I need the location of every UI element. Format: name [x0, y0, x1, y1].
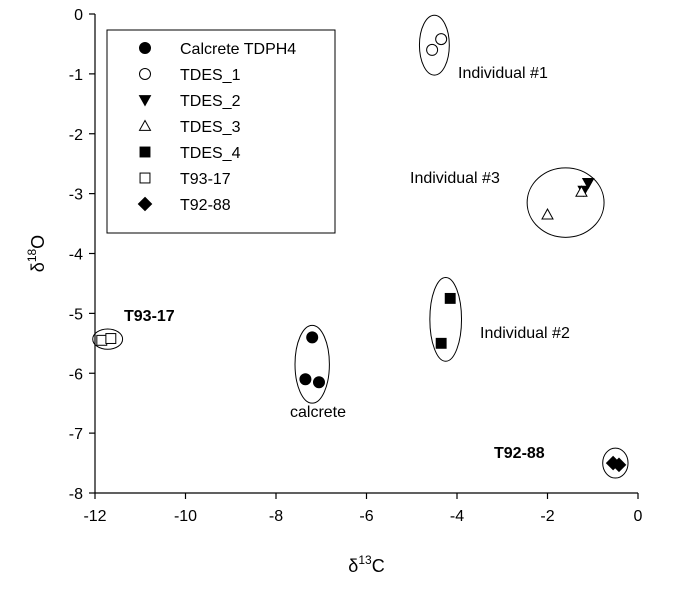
group-label: Individual #2 — [480, 325, 570, 342]
x-tick-label: -10 — [174, 508, 197, 525]
legend-marker — [139, 172, 151, 184]
legend-entry: TDES_2 — [180, 93, 241, 110]
group-ellipse — [418, 14, 450, 76]
legend-marker — [139, 68, 151, 80]
data-point — [312, 376, 325, 389]
data-point — [581, 177, 595, 190]
y-tick-label: -5 — [69, 306, 83, 323]
data-point — [444, 292, 456, 304]
data-point — [575, 185, 588, 197]
x-tick-label: -2 — [540, 508, 554, 525]
data-point — [426, 43, 439, 56]
group-label: T93-17 — [124, 308, 175, 325]
x-tick-label: 0 — [634, 508, 643, 525]
data-point — [435, 33, 448, 46]
y-tick-label: -8 — [69, 486, 83, 503]
group-label: Individual #1 — [458, 65, 548, 82]
legend-entry: Calcrete TDPH4 — [180, 41, 296, 58]
legend-marker — [138, 95, 152, 107]
y-tick-label: -7 — [69, 426, 83, 443]
x-tick-label: -12 — [83, 508, 106, 525]
legend-marker — [139, 146, 151, 158]
data-point — [105, 333, 117, 344]
legend-entry: TDES_4 — [180, 145, 241, 162]
group-label: calcrete — [290, 404, 346, 421]
data-point — [96, 334, 108, 346]
group-ellipse — [526, 167, 605, 238]
legend-marker — [137, 196, 153, 212]
data-points — [96, 33, 627, 473]
x-axis-label: δ13C — [348, 553, 384, 576]
data-point — [435, 337, 447, 349]
y-tick-label: -3 — [69, 187, 83, 204]
legend-entry: T92-88 — [180, 197, 231, 214]
legend-entry: TDES_1 — [180, 67, 241, 84]
y-axis-label: δ18O — [25, 235, 48, 272]
y-tick-label: 0 — [74, 7, 83, 24]
x-tick-label: -6 — [359, 508, 373, 525]
group-label: T92-88 — [494, 445, 545, 462]
data-point — [299, 373, 312, 386]
x-tick-label: -4 — [450, 508, 464, 525]
legend-marker — [138, 119, 152, 131]
group-label: Individual #3 — [410, 170, 500, 187]
group-ellipse — [92, 328, 124, 350]
x-tick-label: -8 — [269, 508, 283, 525]
data-point — [611, 457, 627, 473]
data-point — [306, 331, 319, 344]
group-labels: Individual #1 Individual #3 Individual #2 c… — [124, 65, 570, 462]
data-point — [541, 208, 554, 220]
axes: -12 -10 -8 -6 -4 -2 0 0 -1 -2 -3 -4 -5 -6 -7 -8 — [69, 7, 643, 525]
y-tick-label: -2 — [69, 127, 83, 144]
legend: Calcrete TDPH4 TDES_1 TDES_2 TDES_3 TDES_4 T9… — [106, 29, 336, 234]
legend-marker — [139, 42, 151, 54]
y-tick-label: -6 — [69, 366, 83, 383]
group-ellipses — [92, 14, 629, 479]
group-ellipse — [602, 447, 629, 479]
legend-entry: TDES_3 — [180, 119, 241, 136]
group-ellipse — [294, 324, 330, 404]
legend-entry: T93-17 — [180, 171, 231, 188]
group-ellipse — [429, 276, 463, 362]
y-tick-label: -1 — [69, 67, 83, 84]
y-tick-label: -4 — [69, 247, 83, 264]
